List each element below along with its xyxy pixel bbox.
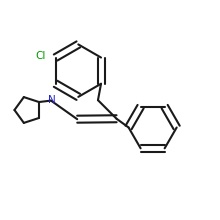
Text: Cl: Cl: [35, 51, 46, 61]
Text: N: N: [48, 95, 56, 104]
